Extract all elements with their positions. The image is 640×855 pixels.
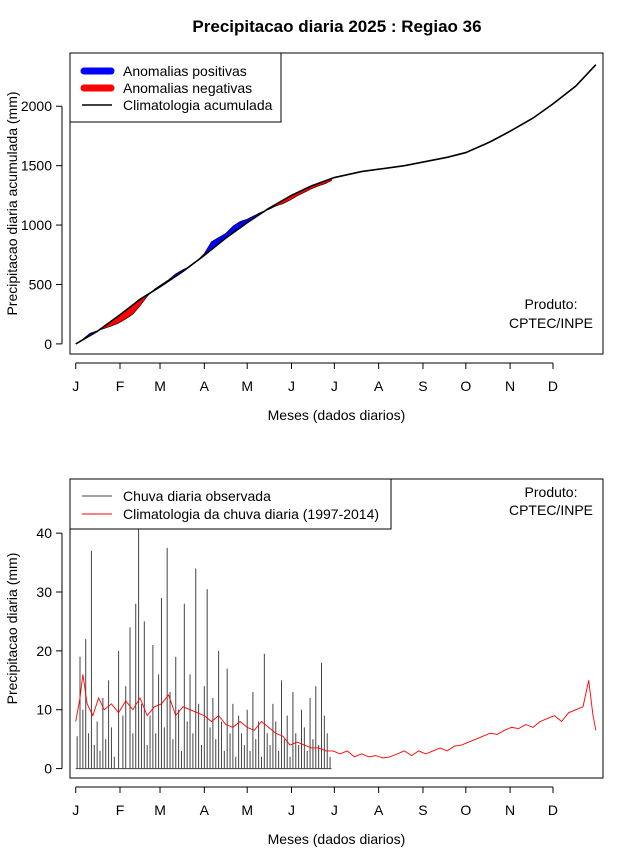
x-tick-label: A <box>374 802 384 818</box>
y-tick-label: 2000 <box>21 98 52 114</box>
plot-frame-1 <box>69 52 604 355</box>
annotation-text: Produto: <box>525 296 578 312</box>
y-tick-label: 1000 <box>21 217 52 233</box>
y-tick-label: 500 <box>29 276 53 292</box>
legend-label: Chuva diaria observada <box>123 488 271 504</box>
y-tick-label: 20 <box>36 643 52 659</box>
y-axis-label: Precipitacao diaria acumulada (mm) <box>4 91 20 315</box>
annotation-text: Produto: <box>525 484 578 500</box>
x-tick-label: M <box>241 802 253 818</box>
x-tick-label: J <box>331 378 338 394</box>
x-tick-label: D <box>548 802 558 818</box>
climatology-line <box>75 64 597 345</box>
x-tick-label: M <box>241 378 253 394</box>
x-tick-label: M <box>154 378 166 394</box>
y-tick-label: 30 <box>36 584 52 600</box>
x-tick-label: A <box>200 378 210 394</box>
x-tick-label: J <box>72 378 79 394</box>
legend-box <box>69 478 392 530</box>
x-tick-label: N <box>505 802 515 818</box>
y-axis-label: Precipitacao diaria (mm) <box>4 553 20 705</box>
y-tick-label: 10 <box>36 702 52 718</box>
x-tick-label: S <box>418 378 427 394</box>
chart-title: Precipitacao diaria 2025 : Regiao 36 <box>192 17 481 36</box>
x-tick-label: O <box>460 802 471 818</box>
x-tick-label: A <box>200 802 210 818</box>
x-tick-label: S <box>418 802 427 818</box>
x-tick-label: F <box>116 378 125 394</box>
anomaly-negative-area <box>265 178 332 211</box>
x-tick-label: O <box>460 378 471 394</box>
legend-label: Climatologia da chuva diaria (1997-2014) <box>123 506 379 522</box>
x-tick-label: A <box>374 378 384 394</box>
y-tick-label: 1500 <box>21 158 52 174</box>
annotation-text: CPTEC/INPE <box>509 315 593 331</box>
x-tick-label: D <box>548 378 558 394</box>
y-tick-label: 0 <box>44 761 52 777</box>
x-tick-label: F <box>116 802 125 818</box>
annotation-text: CPTEC/INPE <box>509 502 593 518</box>
legend-label: Anomalias negativas <box>123 80 252 96</box>
x-tick-label: N <box>505 378 515 394</box>
y-tick-label: 0 <box>44 336 52 352</box>
x-tick-label: M <box>154 802 166 818</box>
x-tick-label: J <box>331 802 338 818</box>
y-tick-label: 40 <box>36 525 52 541</box>
x-tick-label: J <box>288 802 295 818</box>
x-tick-label: J <box>72 802 79 818</box>
x-axis-label: Meses (dados diarios) <box>268 407 406 423</box>
x-tick-label: J <box>288 378 295 394</box>
legend-label: Anomalias positivas <box>123 63 247 79</box>
legend-label: Climatologia acumulada <box>123 97 273 113</box>
daily-climatology-line <box>75 674 597 759</box>
x-axis-label: Meses (dados diarios) <box>268 831 406 847</box>
